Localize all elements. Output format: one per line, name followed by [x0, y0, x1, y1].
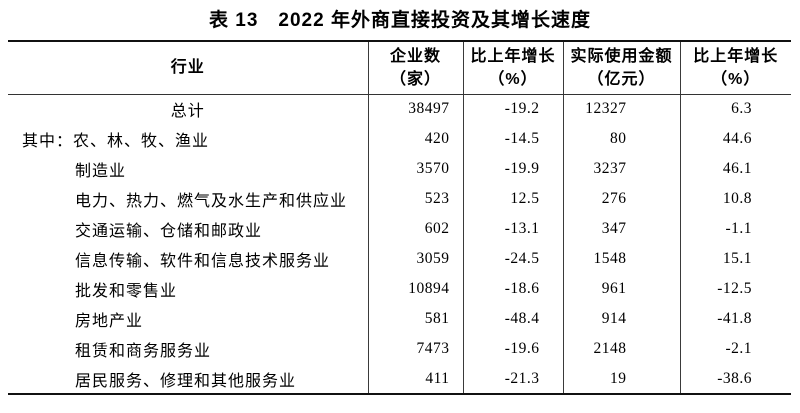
industry-cell: 信息传输、软件和信息技术服务业: [8, 244, 368, 274]
growth-amount-cell: 44.6: [679, 124, 791, 154]
industry-label: 批发和零售业: [75, 283, 178, 300]
col-header-growth-amount: 比上年增长 （%）: [679, 41, 791, 95]
row-prefix: 其中：: [22, 133, 74, 150]
table-row: 其中：农、林、牧、渔业 420 -14.5 80 44.6: [8, 124, 791, 154]
industry-label: 居民服务、修理和其他服务业: [75, 372, 297, 390]
col-header-growth-enterprises: 比上年增长 （%）: [462, 41, 563, 95]
enterprises-cell: 411: [367, 364, 463, 394]
enterprises-cell: 3059: [367, 244, 463, 274]
growth-amount-cell: -38.6: [679, 364, 791, 394]
col-header-industry: 行业: [8, 41, 368, 95]
amount-cell: 1548: [562, 244, 680, 274]
col-header-label: 企业数: [389, 47, 441, 65]
industry-label: 交通运输、仓储和邮政业: [75, 223, 263, 240]
header-row: 行业 企业数 （家） 比上年增长 （%） 实际使用金额 （亿元） 比上年增长 （…: [8, 41, 791, 95]
col-header-enterprises: 企业数 （家）: [367, 41, 463, 95]
amount-cell: 3237: [562, 154, 680, 184]
growth-enterprises-cell: -19.2: [462, 94, 563, 124]
table-row: 房地产业 581 -48.4 914 -41.8: [8, 304, 791, 334]
col-header-unit: （%）: [711, 70, 761, 88]
industry-cell: 总计: [8, 94, 368, 124]
table-title: 表 13 2022 年外商直接投资及其增长速度: [209, 10, 591, 31]
growth-amount-cell: -2.1: [679, 334, 791, 364]
industry-cell: 租赁和商务服务业: [8, 334, 368, 364]
industry-label: 电力、热力、燃气及水生产和供应业: [75, 193, 348, 210]
fdi-table: 行业 企业数 （家） 比上年增长 （%） 实际使用金额 （亿元） 比上年增长 （…: [8, 40, 791, 395]
col-header-unit: （亿元）: [587, 70, 656, 88]
enterprises-cell: 7473: [367, 334, 463, 364]
industry-label: 总计: [170, 103, 205, 121]
amount-cell: 914: [562, 304, 680, 334]
industry-cell: 制造业: [8, 154, 368, 184]
amount-cell: 80: [562, 124, 680, 154]
growth-enterprises-cell: -24.5: [462, 244, 563, 274]
industry-cell: 交通运输、仓储和邮政业: [8, 214, 368, 244]
growth-amount-cell: 46.1: [679, 154, 791, 184]
amount-cell: 19: [562, 364, 680, 394]
growth-enterprises-cell: -18.6: [462, 274, 563, 304]
enterprises-cell: 38497: [367, 94, 463, 124]
table-row: 信息传输、软件和信息技术服务业 3059 -24.5 1548 15.1: [8, 244, 791, 274]
table-row: 制造业 3570 -19.9 3237 46.1: [8, 154, 791, 184]
col-header-label: 行业: [170, 59, 205, 77]
table-row: 交通运输、仓储和邮政业 602 -13.1 347 -1.1: [8, 214, 791, 244]
col-header-label: 比上年增长: [470, 47, 556, 65]
industry-cell: 居民服务、修理和其他服务业: [8, 364, 368, 394]
industry-cell: 其中：农、林、牧、渔业: [8, 124, 368, 154]
industry-label: 信息传输、软件和信息技术服务业: [75, 253, 331, 270]
industry-cell: 电力、热力、燃气及水生产和供应业: [8, 184, 368, 214]
table-row-total: 总计 38497 -19.2 12327 6.3: [8, 94, 791, 124]
growth-amount-cell: 10.8: [679, 184, 791, 214]
industry-label: 租赁和商务服务业: [75, 343, 212, 360]
table-row: 租赁和商务服务业 7473 -19.6 2148 -2.1: [8, 334, 791, 364]
industry-label: 房地产业: [75, 313, 144, 330]
enterprises-cell: 3570: [367, 154, 463, 184]
enterprises-cell: 10894: [367, 274, 463, 304]
amount-cell: 961: [562, 274, 680, 304]
col-header-amount: 实际使用金额 （亿元）: [562, 41, 680, 95]
growth-amount-cell: 6.3: [679, 94, 791, 124]
industry-cell: 批发和零售业: [8, 274, 368, 304]
table-row: 批发和零售业 10894 -18.6 961 -12.5: [8, 274, 791, 304]
enterprises-cell: 420: [367, 124, 463, 154]
growth-amount-cell: 15.1: [679, 244, 791, 274]
enterprises-cell: 581: [367, 304, 463, 334]
table-row: 电力、热力、燃气及水生产和供应业 523 12.5 276 10.8: [8, 184, 791, 214]
col-header-label: 比上年增长: [693, 47, 779, 65]
amount-cell: 276: [562, 184, 680, 214]
enterprises-cell: 523: [367, 184, 463, 214]
industry-label: 农、林、牧、渔业: [73, 133, 210, 150]
growth-enterprises-cell: -19.6: [462, 334, 563, 364]
col-header-unit: （家）: [389, 70, 441, 88]
enterprises-cell: 602: [367, 214, 463, 244]
growth-enterprises-cell: -19.9: [462, 154, 563, 184]
growth-enterprises-cell: 12.5: [462, 184, 563, 214]
growth-enterprises-cell: -21.3: [462, 364, 563, 394]
growth-amount-cell: -12.5: [679, 274, 791, 304]
col-header-label: 实际使用金额: [570, 47, 673, 65]
growth-enterprises-cell: -48.4: [462, 304, 563, 334]
growth-amount-cell: -41.8: [679, 304, 791, 334]
industry-cell: 房地产业: [8, 304, 368, 334]
amount-cell: 2148: [562, 334, 680, 364]
growth-enterprises-cell: -14.5: [462, 124, 563, 154]
table-row: 居民服务、修理和其他服务业 411 -21.3 19 -38.6: [8, 364, 791, 394]
growth-amount-cell: -1.1: [679, 214, 791, 244]
amount-cell: 12327: [562, 94, 680, 124]
amount-cell: 347: [562, 214, 680, 244]
growth-enterprises-cell: -13.1: [462, 214, 563, 244]
industry-label: 制造业: [75, 163, 127, 180]
col-header-unit: （%）: [488, 70, 538, 88]
